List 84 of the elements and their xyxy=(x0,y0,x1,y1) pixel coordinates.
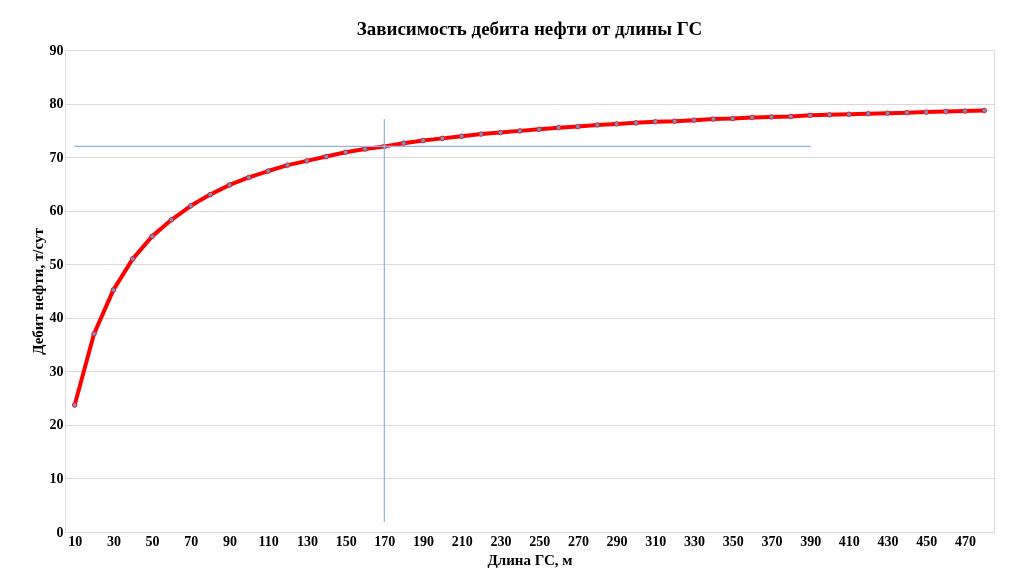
point xyxy=(884,110,891,116)
x-tick-label: 450 xyxy=(916,533,938,549)
point xyxy=(613,121,620,127)
y-tick-label: 20 xyxy=(49,417,64,433)
x-axis-title: Длина ГС, м xyxy=(487,551,573,568)
x-tick-label: 370 xyxy=(761,533,783,549)
x-tick-label: 210 xyxy=(451,533,473,549)
point xyxy=(420,137,426,144)
point xyxy=(555,124,562,131)
y-tick-label: 80 xyxy=(49,96,64,112)
y-tick-label: 60 xyxy=(49,203,64,219)
point xyxy=(807,112,813,119)
point xyxy=(478,131,484,137)
point xyxy=(265,168,271,174)
x-tick-label: 390 xyxy=(800,533,822,549)
point xyxy=(207,191,213,198)
point xyxy=(439,135,446,142)
y-axis-title: Дебит нефти, т/сут xyxy=(29,227,46,355)
x-tick-label: 250 xyxy=(529,533,551,549)
y-tick-label: 40 xyxy=(49,310,64,326)
point xyxy=(400,140,407,146)
x-tick-label: 330 xyxy=(684,533,706,549)
x-tick-label: 70 xyxy=(184,533,199,549)
point xyxy=(149,233,155,240)
point xyxy=(342,149,349,156)
point xyxy=(517,128,523,134)
y-tick-label: 10 xyxy=(49,470,64,486)
point xyxy=(497,129,504,136)
x-tick-label: 30 xyxy=(106,533,121,549)
y-tick-label: 50 xyxy=(49,256,64,272)
point xyxy=(226,182,233,188)
point xyxy=(671,118,678,124)
y-tick-label: 70 xyxy=(49,149,64,165)
y-tick-label: 30 xyxy=(49,363,64,379)
x-tick-label: 50 xyxy=(145,533,160,549)
point xyxy=(710,116,717,122)
point xyxy=(962,108,968,114)
y-tick-label: 90 xyxy=(49,42,64,58)
x-tick-label: 170 xyxy=(374,533,396,549)
x-tick-label: 350 xyxy=(722,533,744,549)
point xyxy=(981,107,988,114)
point xyxy=(323,153,330,160)
point xyxy=(904,109,910,116)
x-tick-label: 230 xyxy=(490,533,512,549)
x-tick-label: 310 xyxy=(645,533,667,549)
y-tick-label: 0 xyxy=(56,524,64,540)
point xyxy=(129,256,136,262)
point xyxy=(865,110,871,117)
point xyxy=(633,120,639,126)
point xyxy=(826,112,833,118)
point xyxy=(923,109,930,115)
point xyxy=(768,114,775,120)
chart-title: Зависимость дебита нефти от длины ГС xyxy=(356,18,703,39)
x-tick-label: 130 xyxy=(296,533,318,549)
point xyxy=(749,114,755,121)
point xyxy=(71,402,78,408)
x-tick-label: 430 xyxy=(877,533,899,549)
point xyxy=(575,123,581,130)
point xyxy=(691,117,697,123)
point xyxy=(284,162,291,168)
x-tick-label: 10 xyxy=(68,533,83,549)
point xyxy=(942,108,949,115)
point xyxy=(304,158,310,164)
x-tick-label: 270 xyxy=(567,533,589,549)
point xyxy=(459,133,465,139)
x-tick-label: 110 xyxy=(258,533,279,549)
point xyxy=(246,174,252,181)
point xyxy=(788,113,794,120)
x-tick-label: 410 xyxy=(838,533,860,549)
point xyxy=(362,146,368,152)
x-tick-label: 290 xyxy=(606,533,628,549)
x-tick-label: 470 xyxy=(954,533,976,549)
x-tick-label: 150 xyxy=(335,533,357,549)
point xyxy=(188,203,194,209)
x-tick-label: 90 xyxy=(223,533,238,549)
point xyxy=(729,115,736,122)
point xyxy=(536,126,542,132)
point xyxy=(846,111,852,118)
point xyxy=(594,122,600,128)
x-tick-label: 190 xyxy=(413,533,435,549)
point xyxy=(168,217,175,223)
point xyxy=(91,331,97,337)
point xyxy=(110,287,117,293)
point xyxy=(652,119,659,125)
